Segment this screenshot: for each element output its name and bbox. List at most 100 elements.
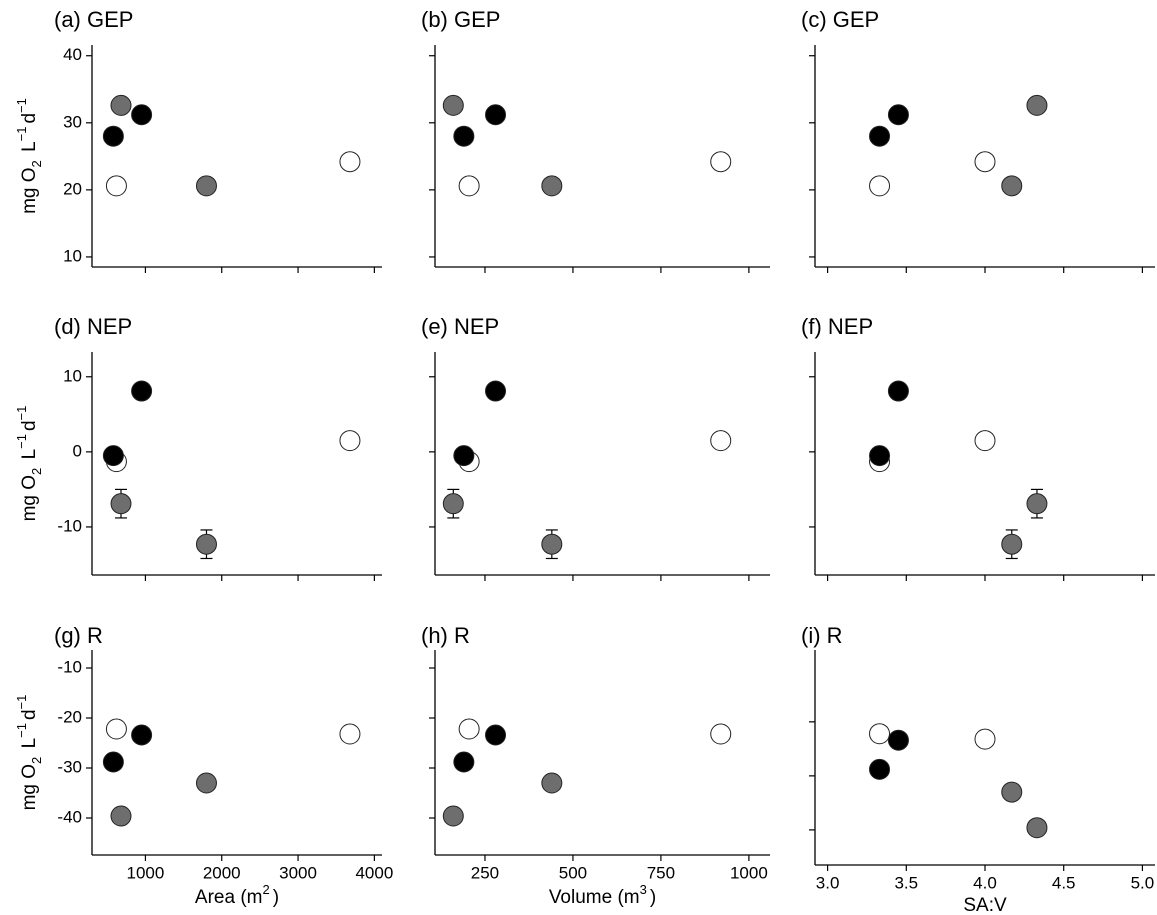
label-part: 3	[640, 882, 647, 897]
label-part: 2	[29, 757, 44, 764]
point	[887, 380, 909, 402]
x-tick-label: 5.0	[1131, 873, 1155, 892]
label-part: −1	[14, 127, 29, 142]
label-part: Area (m	[195, 887, 263, 908]
x-tick-label: 4.5	[1052, 873, 1076, 892]
x-tick-label: 4000	[355, 863, 393, 882]
point	[131, 380, 153, 402]
point	[869, 175, 891, 197]
label-part: 2	[29, 468, 44, 475]
panel: (e) NEP	[421, 314, 770, 581]
panel: (c) GEP	[801, 7, 1155, 273]
y-axis-label: mg O2 L−1d−1	[14, 695, 44, 811]
point	[1026, 94, 1048, 116]
point	[887, 104, 909, 126]
label-part: −1	[14, 406, 29, 421]
x-tick-label: 2000	[203, 863, 241, 882]
point	[485, 724, 507, 746]
y-tick-label: -40	[57, 807, 82, 826]
point	[485, 104, 507, 126]
label-part: −1	[14, 723, 29, 738]
x-tick-label: 1000	[127, 863, 165, 882]
point	[339, 723, 361, 745]
label-part: )	[273, 887, 279, 908]
label-part: Volume (m	[549, 887, 640, 908]
x-tick-label: 750	[647, 863, 675, 882]
x-tick-label: 3.0	[816, 873, 840, 892]
y-tick-label: -20	[57, 707, 82, 726]
point	[974, 430, 996, 452]
point	[102, 125, 124, 147]
label-part: d	[19, 420, 40, 431]
y-tick-label: 40	[63, 45, 82, 64]
y-tick-label: 20	[63, 179, 82, 198]
point	[458, 718, 480, 740]
point	[195, 175, 217, 197]
point	[1001, 533, 1023, 555]
label-part: mg O	[19, 475, 40, 521]
point	[110, 493, 132, 515]
point	[710, 723, 732, 745]
y-axis-label: mg O2 L−1d−1	[14, 98, 44, 214]
label-part: −1	[14, 695, 29, 710]
y-tick-label: 30	[63, 112, 82, 131]
label-part: 2	[29, 160, 44, 167]
point	[105, 718, 127, 740]
y-tick-label: -10	[57, 657, 82, 676]
point	[453, 125, 475, 147]
point	[110, 94, 132, 116]
label-part: 2	[263, 882, 270, 897]
point	[102, 751, 124, 773]
x-axis-label: SA:V	[963, 895, 1007, 915]
panel: (a) GEP 10 20 30 40 mg O2 L−1d−1	[14, 7, 382, 273]
point	[339, 430, 361, 452]
point	[442, 94, 464, 116]
label-part: SA:V	[963, 895, 1007, 915]
panel: (i) R 3.0 3.5 4.0 4.5 5.0 SA:V	[801, 623, 1155, 915]
x-tick-label: 1000	[730, 863, 768, 882]
point	[131, 104, 153, 126]
label-part: −1	[14, 98, 29, 113]
panel: (f) NEP	[801, 314, 1155, 581]
point	[458, 175, 480, 197]
panel-title: (a) GEP	[54, 7, 133, 32]
point	[102, 445, 124, 467]
panel-title: (e) NEP	[421, 314, 499, 339]
panel: (h) R 250 500 750 1000 Volume (m3)	[421, 623, 770, 908]
point	[1001, 175, 1023, 197]
x-tick-label: 500	[559, 863, 587, 882]
panel-title: (b) GEP	[421, 7, 500, 32]
point	[442, 805, 464, 827]
point	[195, 772, 217, 794]
point	[105, 175, 127, 197]
x-axis-label: Volume (m3)	[549, 882, 656, 908]
x-axis-label: Area (m2)	[195, 882, 279, 908]
point	[887, 729, 909, 751]
label-part: d	[19, 709, 40, 720]
x-tick-label: 3000	[279, 863, 317, 882]
y-tick-label: 10	[63, 246, 82, 265]
panel-title: (d) NEP	[54, 314, 132, 339]
panel-title: (f) NEP	[801, 314, 873, 339]
label-part: L	[19, 141, 40, 157]
point	[869, 723, 891, 745]
point	[195, 533, 217, 555]
panel-title: (c) GEP	[801, 7, 879, 32]
point	[869, 758, 891, 780]
point	[974, 728, 996, 750]
point	[339, 151, 361, 173]
point	[442, 493, 464, 515]
label-part: )	[650, 887, 656, 908]
x-tick-label: 250	[471, 863, 499, 882]
label-part: mg O	[19, 764, 40, 810]
point	[1026, 493, 1048, 515]
point	[541, 533, 563, 555]
point	[869, 445, 891, 467]
point	[710, 430, 732, 452]
point	[974, 151, 996, 173]
panel-title: (i) R	[801, 623, 843, 648]
y-tick-label: -30	[57, 757, 82, 776]
